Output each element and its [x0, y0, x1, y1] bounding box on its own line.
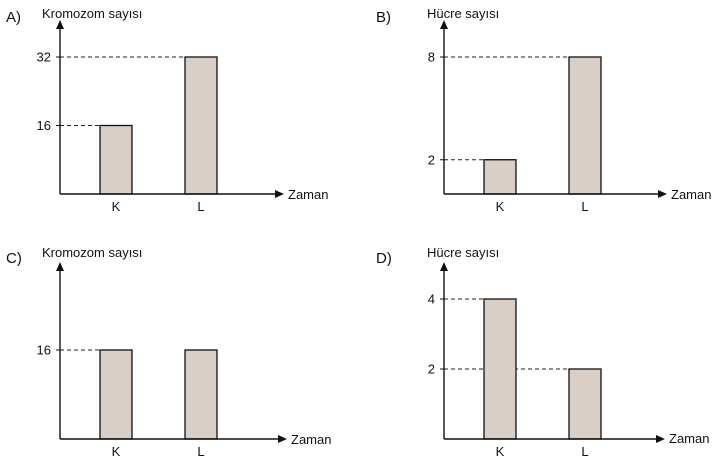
y-axis-title: Hücre sayısı — [427, 6, 499, 21]
x-category-label: L — [197, 444, 204, 459]
bar-K — [99, 349, 133, 440]
bar-L — [568, 368, 602, 440]
x-category-label: L — [197, 199, 204, 214]
y-axis-arrow-icon — [56, 262, 64, 271]
y-tick-label: 2 — [428, 362, 435, 377]
y-tick-label: 8 — [428, 50, 435, 65]
y-axis-title: Kromozom sayısı — [42, 6, 142, 21]
x-axis-title: Zaman — [671, 187, 711, 202]
bar-K — [483, 298, 517, 440]
y-tick-label: 32 — [37, 50, 51, 65]
option-letter: B) — [376, 9, 391, 26]
bar-K — [483, 159, 517, 195]
chart-panel-4: D) Hücre sayısı Zaman 4 2 K L — [376, 245, 709, 459]
x-category-label: K — [112, 199, 121, 214]
y-axis-arrow-icon — [440, 20, 448, 29]
x-category-label: L — [581, 199, 588, 214]
x-category-label: K — [496, 444, 505, 459]
x-axis-arrow-icon — [275, 190, 284, 198]
x-axis-title: Zaman — [669, 431, 709, 446]
y-tick-label: 2 — [428, 152, 435, 167]
option-letter: A) — [6, 9, 21, 26]
x-category-label: K — [112, 444, 121, 459]
bar-L — [184, 56, 218, 195]
option-letter: C) — [6, 250, 22, 267]
option-letter: D) — [376, 250, 392, 267]
x-category-label: K — [496, 199, 505, 214]
x-axis-title: Zaman — [288, 187, 328, 202]
y-axis-title: Hücre sayısı — [427, 245, 499, 260]
y-tick-label: 16 — [37, 118, 51, 133]
x-axis-arrow-icon — [656, 435, 665, 443]
bar-L — [184, 349, 218, 440]
y-tick-label: 4 — [428, 292, 435, 307]
x-axis-arrow-icon — [658, 190, 667, 198]
chart-panel-2: B) Hücre sayısı Zaman 2 8 K L — [376, 6, 711, 214]
x-axis-title: Zaman — [291, 432, 331, 447]
chart-panel-3: C) Kromozom sayısı Zaman 16 K L — [6, 245, 331, 459]
bar-L — [568, 56, 602, 195]
y-axis-title: Kromozom sayısı — [42, 245, 142, 260]
y-tick-label: 16 — [37, 343, 51, 358]
x-axis-arrow-icon — [278, 435, 287, 443]
bar-K — [99, 124, 133, 195]
x-category-label: L — [581, 444, 588, 459]
y-axis-arrow-icon — [56, 20, 64, 29]
y-axis-arrow-icon — [440, 262, 448, 271]
chart-panel-1: A) Kromozom sayısı Zaman 16 32 K L — [6, 6, 328, 214]
